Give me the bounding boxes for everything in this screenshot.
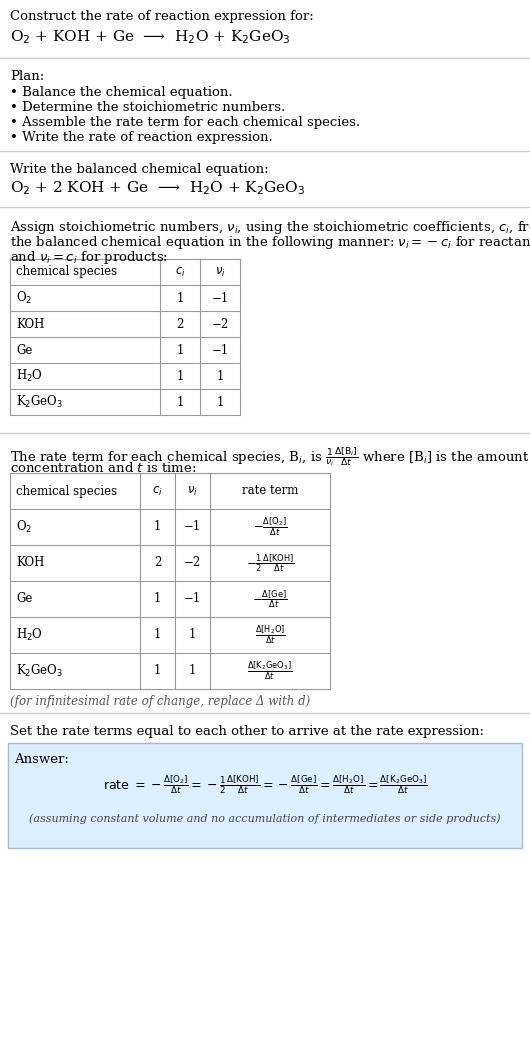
- Text: 1: 1: [176, 292, 184, 304]
- Text: −1: −1: [184, 593, 201, 605]
- Text: O$_2$ + 2 KOH + Ge  ⟶  H$_2$O + K$_2$GeO$_3$: O$_2$ + 2 KOH + Ge ⟶ H$_2$O + K$_2$GeO$_…: [10, 179, 305, 197]
- Text: Plan:: Plan:: [10, 70, 44, 83]
- Text: −1: −1: [184, 521, 201, 534]
- Text: 1: 1: [216, 370, 224, 382]
- Text: (for infinitesimal rate of change, replace Δ with d): (for infinitesimal rate of change, repla…: [10, 695, 310, 708]
- Text: Answer:: Answer:: [14, 753, 69, 766]
- Text: • Determine the stoichiometric numbers.: • Determine the stoichiometric numbers.: [10, 101, 285, 114]
- Text: $\frac{\Delta[\mathrm{K_2GeO_3}]}{\Delta t}$: $\frac{\Delta[\mathrm{K_2GeO_3}]}{\Delta…: [248, 660, 293, 683]
- Text: −2: −2: [184, 556, 201, 570]
- Text: • Write the rate of reaction expression.: • Write the rate of reaction expression.: [10, 131, 273, 144]
- FancyBboxPatch shape: [8, 743, 522, 848]
- Text: 1: 1: [154, 593, 161, 605]
- Text: The rate term for each chemical species, B$_i$, is $\frac{1}{\nu_i}\frac{\Delta[: The rate term for each chemical species,…: [10, 445, 529, 468]
- Text: 1: 1: [154, 521, 161, 534]
- Text: • Assemble the rate term for each chemical species.: • Assemble the rate term for each chemic…: [10, 116, 360, 129]
- Text: $-\frac{\Delta[\mathrm{O_2}]}{\Delta t}$: $-\frac{\Delta[\mathrm{O_2}]}{\Delta t}$: [253, 516, 287, 539]
- Text: 2: 2: [176, 318, 184, 330]
- Text: $\nu_i$: $\nu_i$: [215, 266, 225, 278]
- Text: H$_2$O: H$_2$O: [16, 368, 43, 384]
- Text: 1: 1: [154, 628, 161, 642]
- Text: concentration and $t$ is time:: concentration and $t$ is time:: [10, 461, 197, 475]
- Text: (assuming constant volume and no accumulation of intermediates or side products): (assuming constant volume and no accumul…: [29, 813, 501, 823]
- Text: −2: −2: [211, 318, 228, 330]
- Text: 2: 2: [154, 556, 161, 570]
- Text: chemical species: chemical species: [16, 485, 117, 497]
- Text: 1: 1: [176, 370, 184, 382]
- Text: 1: 1: [176, 396, 184, 408]
- Text: rate term: rate term: [242, 485, 298, 497]
- Text: $\frac{\Delta[\mathrm{H_2O}]}{\Delta t}$: $\frac{\Delta[\mathrm{H_2O}]}{\Delta t}$: [254, 624, 285, 646]
- Text: 1: 1: [216, 396, 224, 408]
- Text: chemical species: chemical species: [16, 266, 117, 278]
- Bar: [10, 473, 330, 689]
- Text: KOH: KOH: [16, 318, 45, 330]
- Text: −1: −1: [211, 292, 228, 304]
- Text: Construct the rate of reaction expression for:: Construct the rate of reaction expressio…: [10, 10, 314, 23]
- Text: K$_2$GeO$_3$: K$_2$GeO$_3$: [16, 663, 63, 679]
- Text: $c_i$: $c_i$: [152, 485, 163, 497]
- Text: 1: 1: [176, 344, 184, 356]
- Text: the balanced chemical equation in the following manner: $\nu_i = -c_i$ for react: the balanced chemical equation in the fo…: [10, 234, 530, 251]
- Text: $-\frac{1}{2}\frac{\Delta[\mathrm{KOH}]}{\Delta t}$: $-\frac{1}{2}\frac{\Delta[\mathrm{KOH}]}…: [246, 552, 294, 574]
- Text: O$_2$: O$_2$: [16, 290, 32, 306]
- Text: −1: −1: [211, 344, 228, 356]
- Text: $c_i$: $c_i$: [175, 266, 186, 278]
- Text: 1: 1: [189, 665, 196, 677]
- Text: $-\frac{\Delta[\mathrm{Ge}]}{\Delta t}$: $-\frac{\Delta[\mathrm{Ge}]}{\Delta t}$: [252, 588, 288, 610]
- Text: H$_2$O: H$_2$O: [16, 627, 43, 643]
- Text: 1: 1: [154, 665, 161, 677]
- Text: and $\nu_i = c_i$ for products:: and $\nu_i = c_i$ for products:: [10, 249, 168, 266]
- Text: Ge: Ge: [16, 344, 32, 356]
- Text: rate $= -\frac{\Delta[\mathrm{O_2}]}{\Delta t} = -\frac{1}{2}\frac{\Delta[\mathr: rate $= -\frac{\Delta[\mathrm{O_2}]}{\De…: [102, 773, 428, 796]
- Text: O$_2$ + KOH + Ge  ⟶  H$_2$O + K$_2$GeO$_3$: O$_2$ + KOH + Ge ⟶ H$_2$O + K$_2$GeO$_3$: [10, 28, 291, 46]
- Text: Ge: Ge: [16, 593, 32, 605]
- Text: • Balance the chemical equation.: • Balance the chemical equation.: [10, 86, 233, 99]
- Text: KOH: KOH: [16, 556, 45, 570]
- Text: O$_2$: O$_2$: [16, 519, 32, 535]
- Bar: [10, 259, 240, 415]
- Text: $\nu_i$: $\nu_i$: [187, 485, 198, 497]
- Text: Assign stoichiometric numbers, $\nu_i$, using the stoichiometric coefficients, $: Assign stoichiometric numbers, $\nu_i$, …: [10, 219, 530, 235]
- Text: K$_2$GeO$_3$: K$_2$GeO$_3$: [16, 394, 63, 411]
- Text: Write the balanced chemical equation:: Write the balanced chemical equation:: [10, 163, 269, 176]
- Text: 1: 1: [189, 628, 196, 642]
- Text: Set the rate terms equal to each other to arrive at the rate expression:: Set the rate terms equal to each other t…: [10, 725, 484, 738]
